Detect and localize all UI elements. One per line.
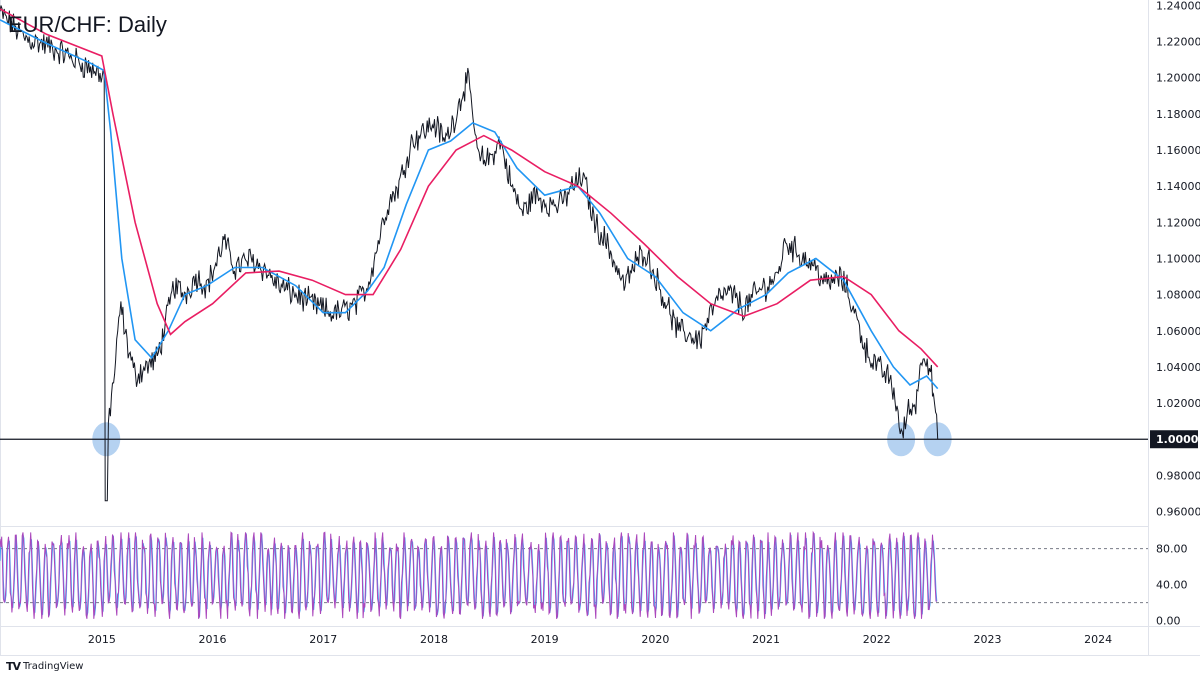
oscillator-layer — [0, 530, 1148, 619]
price-tick-label: 1.02000 — [1156, 397, 1200, 410]
price-line — [0, 5, 939, 502]
time-tick-label: 2018 — [420, 633, 448, 646]
time-tick-label: 2023 — [973, 633, 1001, 646]
oscillator-line — [0, 530, 938, 619]
fast-ma-line — [0, 19, 939, 390]
price-tick-label: 1.14000 — [1156, 180, 1200, 193]
price-tick-label: 0.98000 — [1156, 469, 1200, 482]
time-tick-label: 2019 — [531, 633, 559, 646]
price-tick-label: 0.96000 — [1156, 506, 1200, 519]
time-tick-label: 2024 — [1084, 633, 1112, 646]
price-tick-label: 1.16000 — [1156, 144, 1200, 157]
time-tick-label: 2022 — [863, 633, 891, 646]
price-tick-label: 1.08000 — [1156, 289, 1200, 302]
time-tick-label: 2017 — [309, 633, 337, 646]
time-tick-label: 2015 — [88, 633, 116, 646]
price-tick-label: 1.04000 — [1156, 361, 1200, 374]
oscillator-tick-label: 40.00 — [1156, 579, 1188, 592]
tradingview-branding[interactable]: TV TradingView — [6, 660, 83, 673]
price-tick-label: 1.10000 — [1156, 252, 1200, 265]
chart-title: EUR/CHF: Daily — [8, 12, 167, 37]
series-layer — [0, 5, 1148, 502]
price-tick-label: 1.12000 — [1156, 216, 1200, 229]
time-tick-label: 2020 — [641, 633, 669, 646]
price-tick-label: 1.24000 — [1156, 0, 1200, 12]
tradingview-logo-icon: TV — [6, 660, 21, 673]
oscillator-tick-label: 0.00 — [1156, 615, 1181, 628]
price-tick-label: 1.20000 — [1156, 72, 1200, 85]
price-tick-label: 1.06000 — [1156, 325, 1200, 338]
price-tick-label: 1.22000 — [1156, 36, 1200, 49]
time-tick-label: 2021 — [752, 633, 780, 646]
brand-name: TradingView — [23, 661, 84, 672]
time-tick-label: 2016 — [199, 633, 227, 646]
slow-ma-line — [0, 8, 939, 368]
axis-layer: 1.24000 1.22000 1.20000 1.18000 1.16000 1.140… — [88, 0, 1200, 646]
oscillator-tick-label: 80.00 — [1156, 543, 1188, 556]
current-level-badge — [1150, 430, 1198, 449]
price-tick-label: 1.18000 — [1156, 108, 1200, 121]
